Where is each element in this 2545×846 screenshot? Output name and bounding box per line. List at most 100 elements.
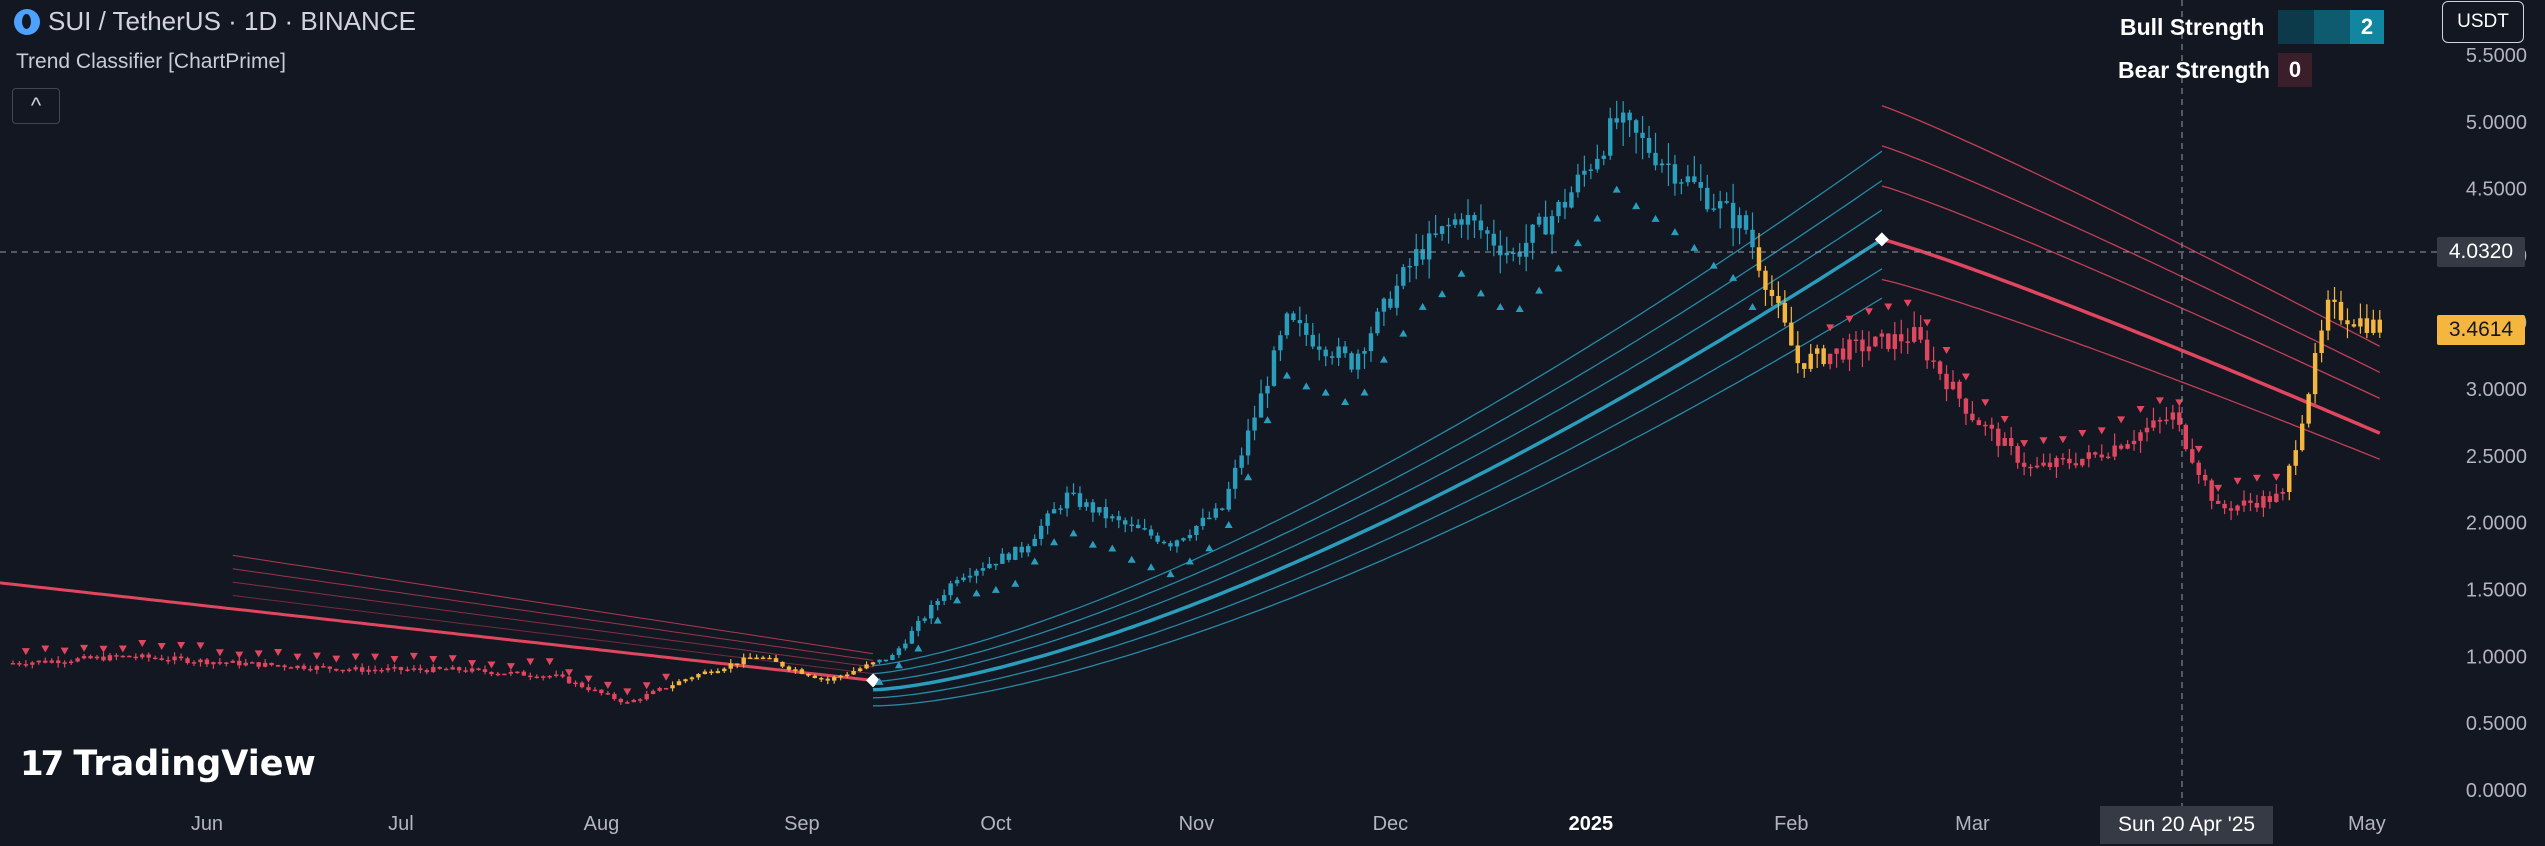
bear-marker (99, 645, 108, 653)
candle-body (2235, 505, 2240, 511)
candle-body (2377, 319, 2382, 333)
candle-body (993, 563, 999, 566)
indicator-name[interactable]: Trend Classifier [ChartPrime] (16, 50, 286, 73)
symbol-title[interactable]: SUI / TetherUS · 1D · BINANCE (48, 6, 416, 36)
bear-band-line (1881, 105, 2381, 347)
candle-body (2358, 318, 2363, 327)
bear-marker (448, 655, 457, 663)
bear-marker (215, 649, 224, 657)
candle-body (618, 698, 624, 703)
candle-body (586, 687, 591, 691)
bear-marker (371, 653, 380, 661)
bear-marker (2117, 416, 2126, 424)
candle-body (2345, 320, 2350, 325)
bull-strength-label: Bull Strength (2120, 14, 2265, 40)
candle-body (17, 663, 22, 665)
candle-body (1329, 356, 1335, 358)
bear-marker (1884, 303, 1893, 311)
bull-marker (1496, 303, 1505, 311)
candle-body (120, 655, 126, 658)
candle-body (418, 668, 423, 671)
candle-body (463, 670, 468, 672)
candle-body (1724, 201, 1729, 203)
candle-body (838, 675, 843, 678)
bull-marker (1729, 273, 1738, 281)
sui-coin-icon (14, 8, 40, 35)
candle-body (819, 678, 824, 680)
candle-body (1394, 285, 1400, 308)
candle-body (1608, 118, 1613, 156)
candle-body (198, 659, 203, 663)
trend-switch-diamond (866, 673, 881, 688)
candle-body (153, 657, 158, 660)
candle-body (1478, 220, 1484, 231)
candle-body (1071, 492, 1076, 495)
bear-marker (1903, 299, 1912, 307)
candle-body (786, 666, 792, 670)
y-tick-label: 1.5000 (2466, 580, 2527, 602)
x-tick-label: May (2348, 813, 2386, 835)
candle-body (935, 600, 940, 605)
candle-body (1355, 353, 1361, 370)
bull-strength-value: 2 (2350, 10, 2384, 44)
candle-body (2183, 424, 2188, 450)
candle-body (1439, 226, 1445, 234)
candle-body (857, 668, 863, 672)
candle-body (760, 657, 766, 660)
bull-marker (1554, 264, 1563, 272)
bear-marker (1923, 319, 1932, 327)
tradingview-logo[interactable]: 17 TradingView (20, 744, 316, 784)
candle-body (2215, 500, 2221, 504)
currency-selector[interactable]: USDT (2442, 1, 2524, 43)
candle-body (469, 668, 475, 672)
y-tick-label: 2.5000 (2466, 446, 2527, 468)
crosshair-price-label: 4.0320 (2437, 237, 2525, 267)
candle-body (638, 699, 643, 701)
x-tick-label: Sep (784, 813, 820, 835)
candle-body (2041, 462, 2046, 466)
candle-body (1032, 538, 1037, 547)
bull-marker (1573, 239, 1582, 247)
candle-body (450, 667, 455, 670)
candle-body (224, 662, 229, 664)
candle-body (476, 668, 481, 670)
candle-body (1381, 298, 1387, 312)
candle-body (683, 679, 688, 682)
candle-body (1045, 513, 1050, 526)
candle-body (1123, 520, 1128, 525)
candle-body (799, 669, 805, 674)
candle-body (560, 674, 565, 677)
bull-marker (1690, 243, 1699, 251)
candle-body (870, 662, 876, 665)
collapse-indicators-button[interactable]: ^ (12, 88, 60, 124)
candle-body (1517, 252, 1522, 257)
candle-body (715, 671, 721, 674)
x-tick-label: Jul (388, 813, 414, 835)
bull-band-line (872, 209, 1883, 683)
bear-marker (584, 675, 593, 683)
candle-body (30, 662, 35, 665)
bear-marker (2252, 474, 2261, 482)
candle-body (948, 583, 953, 596)
candle-body (2118, 445, 2124, 449)
x-tick-label: Feb (1774, 813, 1808, 835)
candle-body (1110, 516, 1115, 519)
candle-body (1892, 334, 1897, 349)
bear-marker (235, 651, 244, 659)
candle-body (94, 656, 100, 659)
bear-marker (2155, 397, 2164, 405)
candle-body (722, 668, 727, 672)
candle-body (1077, 493, 1083, 507)
candle-body (1679, 182, 1684, 184)
bear-band-line (232, 581, 874, 668)
candle-body (735, 663, 740, 665)
bear-marker (2000, 415, 2009, 423)
candle-body (883, 659, 889, 662)
candle-body (1750, 229, 1755, 248)
candle-body (308, 668, 313, 671)
candle-body (1633, 120, 1639, 133)
candle-body (2241, 500, 2247, 506)
candle-body (68, 661, 74, 664)
candle-body (10, 663, 16, 665)
